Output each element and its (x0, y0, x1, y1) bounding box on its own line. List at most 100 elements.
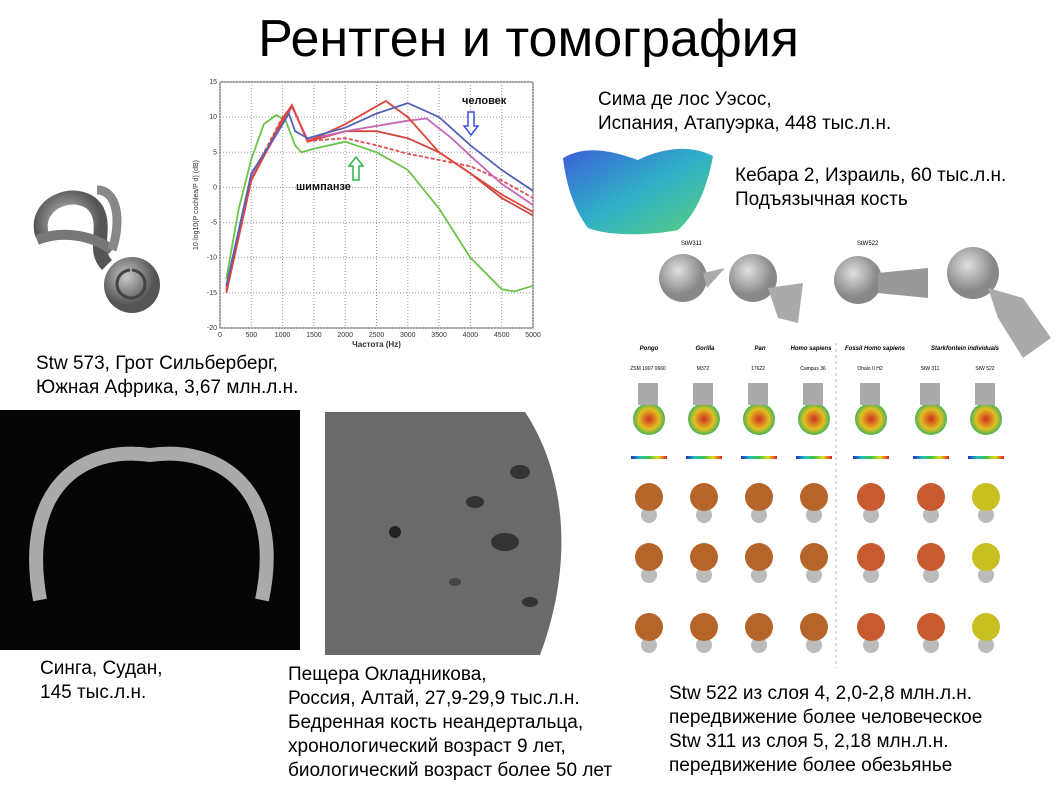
caption-line: Stw 311 из слоя 5, 2,18 млн.л.н. (669, 731, 949, 752)
femoral-head-heatmap (970, 403, 1002, 435)
femoral-head-map (800, 613, 828, 641)
y-tick-label: -15 (207, 290, 217, 297)
femoral-head-heatmap (688, 403, 720, 435)
color-scale-bar (741, 456, 777, 459)
femoral-head-map (635, 543, 663, 571)
group-label: Gorilla (695, 346, 715, 352)
caption-line: Подъязычная кость (735, 189, 908, 210)
caption-singa: Синга, Судан, 145 тыс.л.н. (40, 657, 162, 705)
femoral-head-map (745, 483, 773, 511)
femur-neck (860, 383, 880, 405)
sima-hyoid-scan-image (563, 148, 713, 235)
group-label: Pongo (639, 346, 659, 352)
femur-neck (748, 383, 768, 405)
series-line (225, 99, 534, 294)
arrow-up-icon (347, 155, 365, 181)
caption-line: Stw 522 из слоя 4, 2,0-2,8 млн.л.н. (669, 683, 973, 704)
caption-line: передвижение более обезьянье (669, 755, 953, 776)
y-tick-label: -10 (207, 255, 217, 262)
femoral-head-map (972, 483, 1000, 511)
y-tick-label: 10 (209, 114, 217, 121)
femoral-head-heatmap (855, 403, 887, 435)
femoral-head-heatmap (915, 403, 947, 435)
color-scale-bar (796, 456, 832, 459)
y-tick-label: 0 (213, 184, 217, 191)
caption-sima: Сима де лос Уэсос, Испания, Атапуэрка, 4… (598, 88, 891, 136)
caption-line: биологический возраст более 50 лет (288, 760, 613, 781)
femur-label: StW311 (681, 241, 702, 247)
caption-line: Пещера Окладникова, (288, 664, 487, 685)
annotation-chimp: шимпанзе (296, 181, 351, 193)
caption-line: Россия, Алтай, 27,9-29,9 тыс.л.н. (288, 688, 580, 709)
femoral-head-map (857, 483, 885, 511)
caption-line: 145 тыс.л.н. (40, 682, 147, 703)
series-line (225, 113, 534, 293)
caption-line: Южная Африка, 3,67 млн.л.н. (36, 377, 299, 398)
specimen-label: StW 522 (975, 366, 995, 372)
group-label: Homo sapiens (790, 346, 832, 352)
y-tick-label: 5 (213, 149, 217, 156)
slide-title: Рентген и томография (258, 10, 799, 68)
caption-stw573: Stw 573, Грот Сильберберг, Южная Африка,… (36, 352, 298, 400)
x-tick-label: 3000 (400, 332, 416, 339)
x-tick-label: 2000 (337, 332, 353, 339)
x-tick-label: 0 (218, 332, 222, 339)
femoral-head-map (635, 613, 663, 641)
femur-neck (920, 383, 940, 405)
specimen-label: M372 (696, 366, 710, 372)
caption-stw522: Stw 522 из слоя 4, 2,0-2,8 млн.л.н. пере… (669, 682, 982, 778)
caption-line: Испания, Атапуэрка, 448 тыс.л.н. (598, 113, 892, 134)
y-tick-label: 15 (209, 79, 217, 86)
caption-kebara: Кебара 2, Израиль, 60 тыс.л.н. Подъязычн… (735, 164, 1006, 212)
specimen-label: ZSM 1907 0660 (630, 366, 666, 372)
femur-neck (975, 383, 995, 405)
series-line (225, 104, 534, 290)
singa-skull-xray-image (0, 410, 300, 650)
specimen-label: Campus 36 (800, 366, 826, 372)
femoral-head-map (635, 483, 663, 511)
femoral-head-map (917, 613, 945, 641)
femoral-head-map (917, 483, 945, 511)
femoral-head-map (857, 613, 885, 641)
y-tick-label: -20 (207, 325, 217, 332)
femoral-head-heatmap (798, 403, 830, 435)
caption-line: Бедренная кость неандертальца, (288, 712, 584, 733)
x-tick-label: 2500 (369, 332, 385, 339)
y-tick-label: -5 (211, 220, 217, 227)
femoral-head-map (857, 543, 885, 571)
color-scale-bar (853, 456, 889, 459)
femoral-head-map (972, 613, 1000, 641)
femoral-head-heatmap (633, 403, 665, 435)
femoral-head-map (690, 543, 718, 571)
specimen-label: StW 311 (920, 366, 940, 372)
femur-neck (803, 383, 823, 405)
specimen-label: 17622 (751, 366, 765, 372)
group-label: Starkfontein individuals (930, 346, 999, 352)
y-axis-label: 10·log10(P cochlea/P d) (dB) (193, 160, 200, 250)
caption-line: Stw 573, Грот Сильберберг, (36, 353, 278, 374)
arrow-down-icon (462, 111, 480, 137)
cochlea-response-chart: 0 500 1000 1500 2000 2500 3000 3500 4000 4500 5000… (193, 79, 541, 349)
x-tick-label: 1500 (306, 332, 322, 339)
femoral-head-map (972, 543, 1000, 571)
femoral-head-map (745, 543, 773, 571)
okladnikov-femur-section-image (325, 412, 580, 655)
x-tick-label: 1000 (275, 332, 291, 339)
x-axis-label: Частота (Hz) (352, 340, 401, 349)
femur-neck (693, 383, 713, 405)
femur-neck (638, 383, 658, 405)
annotation-human: человек (462, 95, 507, 107)
caption-line: Синга, Судан, (40, 658, 163, 679)
femoral-head-map (745, 613, 773, 641)
cochlea-model-image (33, 185, 160, 313)
caption-line: передвижение более человеческое (669, 707, 983, 728)
femoral-head-heatmap (743, 403, 775, 435)
specimen-label: Ohalo II H2 (857, 366, 883, 372)
color-scale-bar (686, 456, 722, 459)
x-tick-label: 3500 (431, 332, 447, 339)
femoral-head-map (917, 543, 945, 571)
x-tick-label: 4500 (494, 332, 510, 339)
caption-okladnikov: Пещера Окладникова, Россия, Алтай, 27,9-… (288, 663, 612, 783)
femur-label: StW522 (857, 241, 879, 247)
